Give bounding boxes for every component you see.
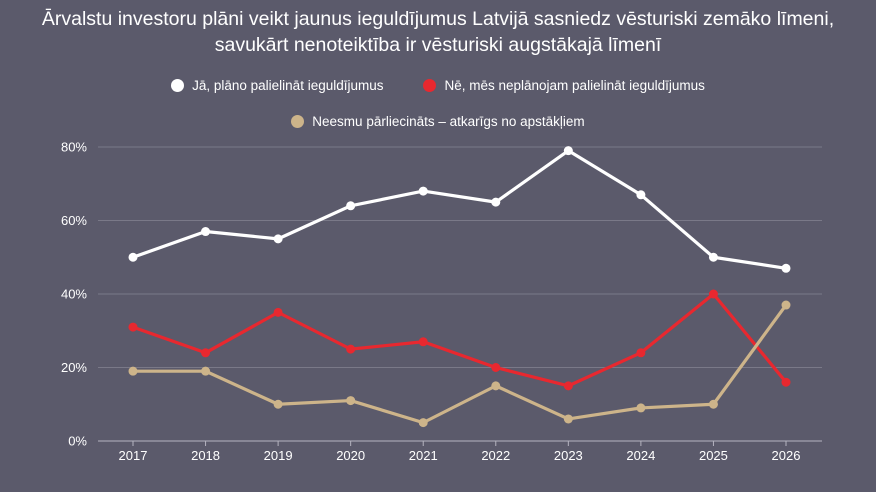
legend-marker-yes	[171, 79, 185, 92]
x-tick-label: 2024	[626, 448, 655, 463]
data-point	[708, 289, 718, 299]
data-point	[346, 396, 356, 406]
data-point	[346, 201, 356, 211]
y-tick-label: 60%	[61, 213, 87, 228]
data-point	[636, 403, 646, 413]
data-point	[491, 381, 501, 391]
data-point	[418, 186, 428, 196]
x-tick-label: 2017	[119, 448, 148, 463]
data-point	[273, 307, 283, 317]
data-point	[563, 414, 573, 424]
legend-label-unsure: Neesmu pārliecināts – atkarīgs no apstāk…	[312, 114, 585, 129]
data-point	[418, 337, 428, 347]
data-point	[201, 348, 211, 358]
data-point	[273, 399, 283, 409]
series-line-2	[131, 303, 788, 425]
y-tick-label: 0%	[68, 434, 87, 449]
legend-item-unsure: Neesmu pārliecināts – atkarīgs no apstāk…	[291, 114, 585, 129]
legend-marker-unsure	[291, 115, 305, 128]
x-tick-label: 2020	[336, 448, 365, 463]
data-point	[273, 234, 283, 244]
x-tick-label: 2025	[699, 448, 728, 463]
data-point	[418, 418, 428, 428]
legend-item-yes: Jā, plāno palielināt ieguldījumus	[171, 78, 383, 93]
data-point	[708, 252, 718, 262]
data-point	[781, 263, 791, 273]
legend-marker-no	[423, 79, 437, 92]
series-line-0	[131, 149, 788, 270]
x-tick-label: 2023	[554, 448, 583, 463]
legend-label-no: Nē, mēs neplānojam palielināt ieguldījum…	[444, 78, 705, 93]
data-point	[491, 197, 501, 207]
chart-title-line-2: savukārt nenoteiktība ir vēsturiski augs…	[214, 34, 662, 56]
data-point	[781, 300, 791, 310]
x-tick-label: 2022	[481, 448, 510, 463]
chart-title: Ārvalstu investoru plāni veikt jaunus ie…	[0, 6, 876, 58]
data-point	[636, 190, 646, 200]
data-point	[491, 363, 501, 372]
chart-title-line-1: Ārvalstu investoru plāni veikt jaunus ie…	[41, 8, 835, 30]
legend-row-2: Neesmu pārliecināts – atkarīgs no apstāk…	[0, 114, 876, 129]
y-tick-label: 80%	[61, 140, 87, 155]
x-tick-label: 2018	[191, 448, 220, 463]
legend-item-no: Nē, mēs neplānojam palielināt ieguldījum…	[423, 78, 705, 93]
data-point	[708, 399, 718, 409]
x-tick-label: 2019	[264, 448, 293, 463]
data-point	[563, 381, 573, 391]
data-point	[128, 252, 138, 262]
x-tick-label: 2026	[772, 448, 801, 463]
data-point	[201, 227, 211, 237]
y-tick-label: 20%	[61, 360, 87, 375]
data-point	[636, 348, 646, 358]
data-point	[128, 322, 138, 332]
y-tick-label: 40%	[61, 287, 87, 302]
legend-label-yes: Jā, plāno palielināt ieguldījumus	[192, 78, 384, 93]
data-point	[781, 377, 791, 387]
legend-row-1: Jā, plāno palielināt ieguldījumus Nē, mē…	[0, 78, 876, 93]
series-line-1	[131, 292, 788, 388]
data-point	[128, 366, 138, 376]
data-point	[563, 146, 573, 156]
data-point	[346, 344, 356, 354]
data-point	[201, 366, 211, 376]
x-tick-label: 2021	[409, 448, 438, 463]
